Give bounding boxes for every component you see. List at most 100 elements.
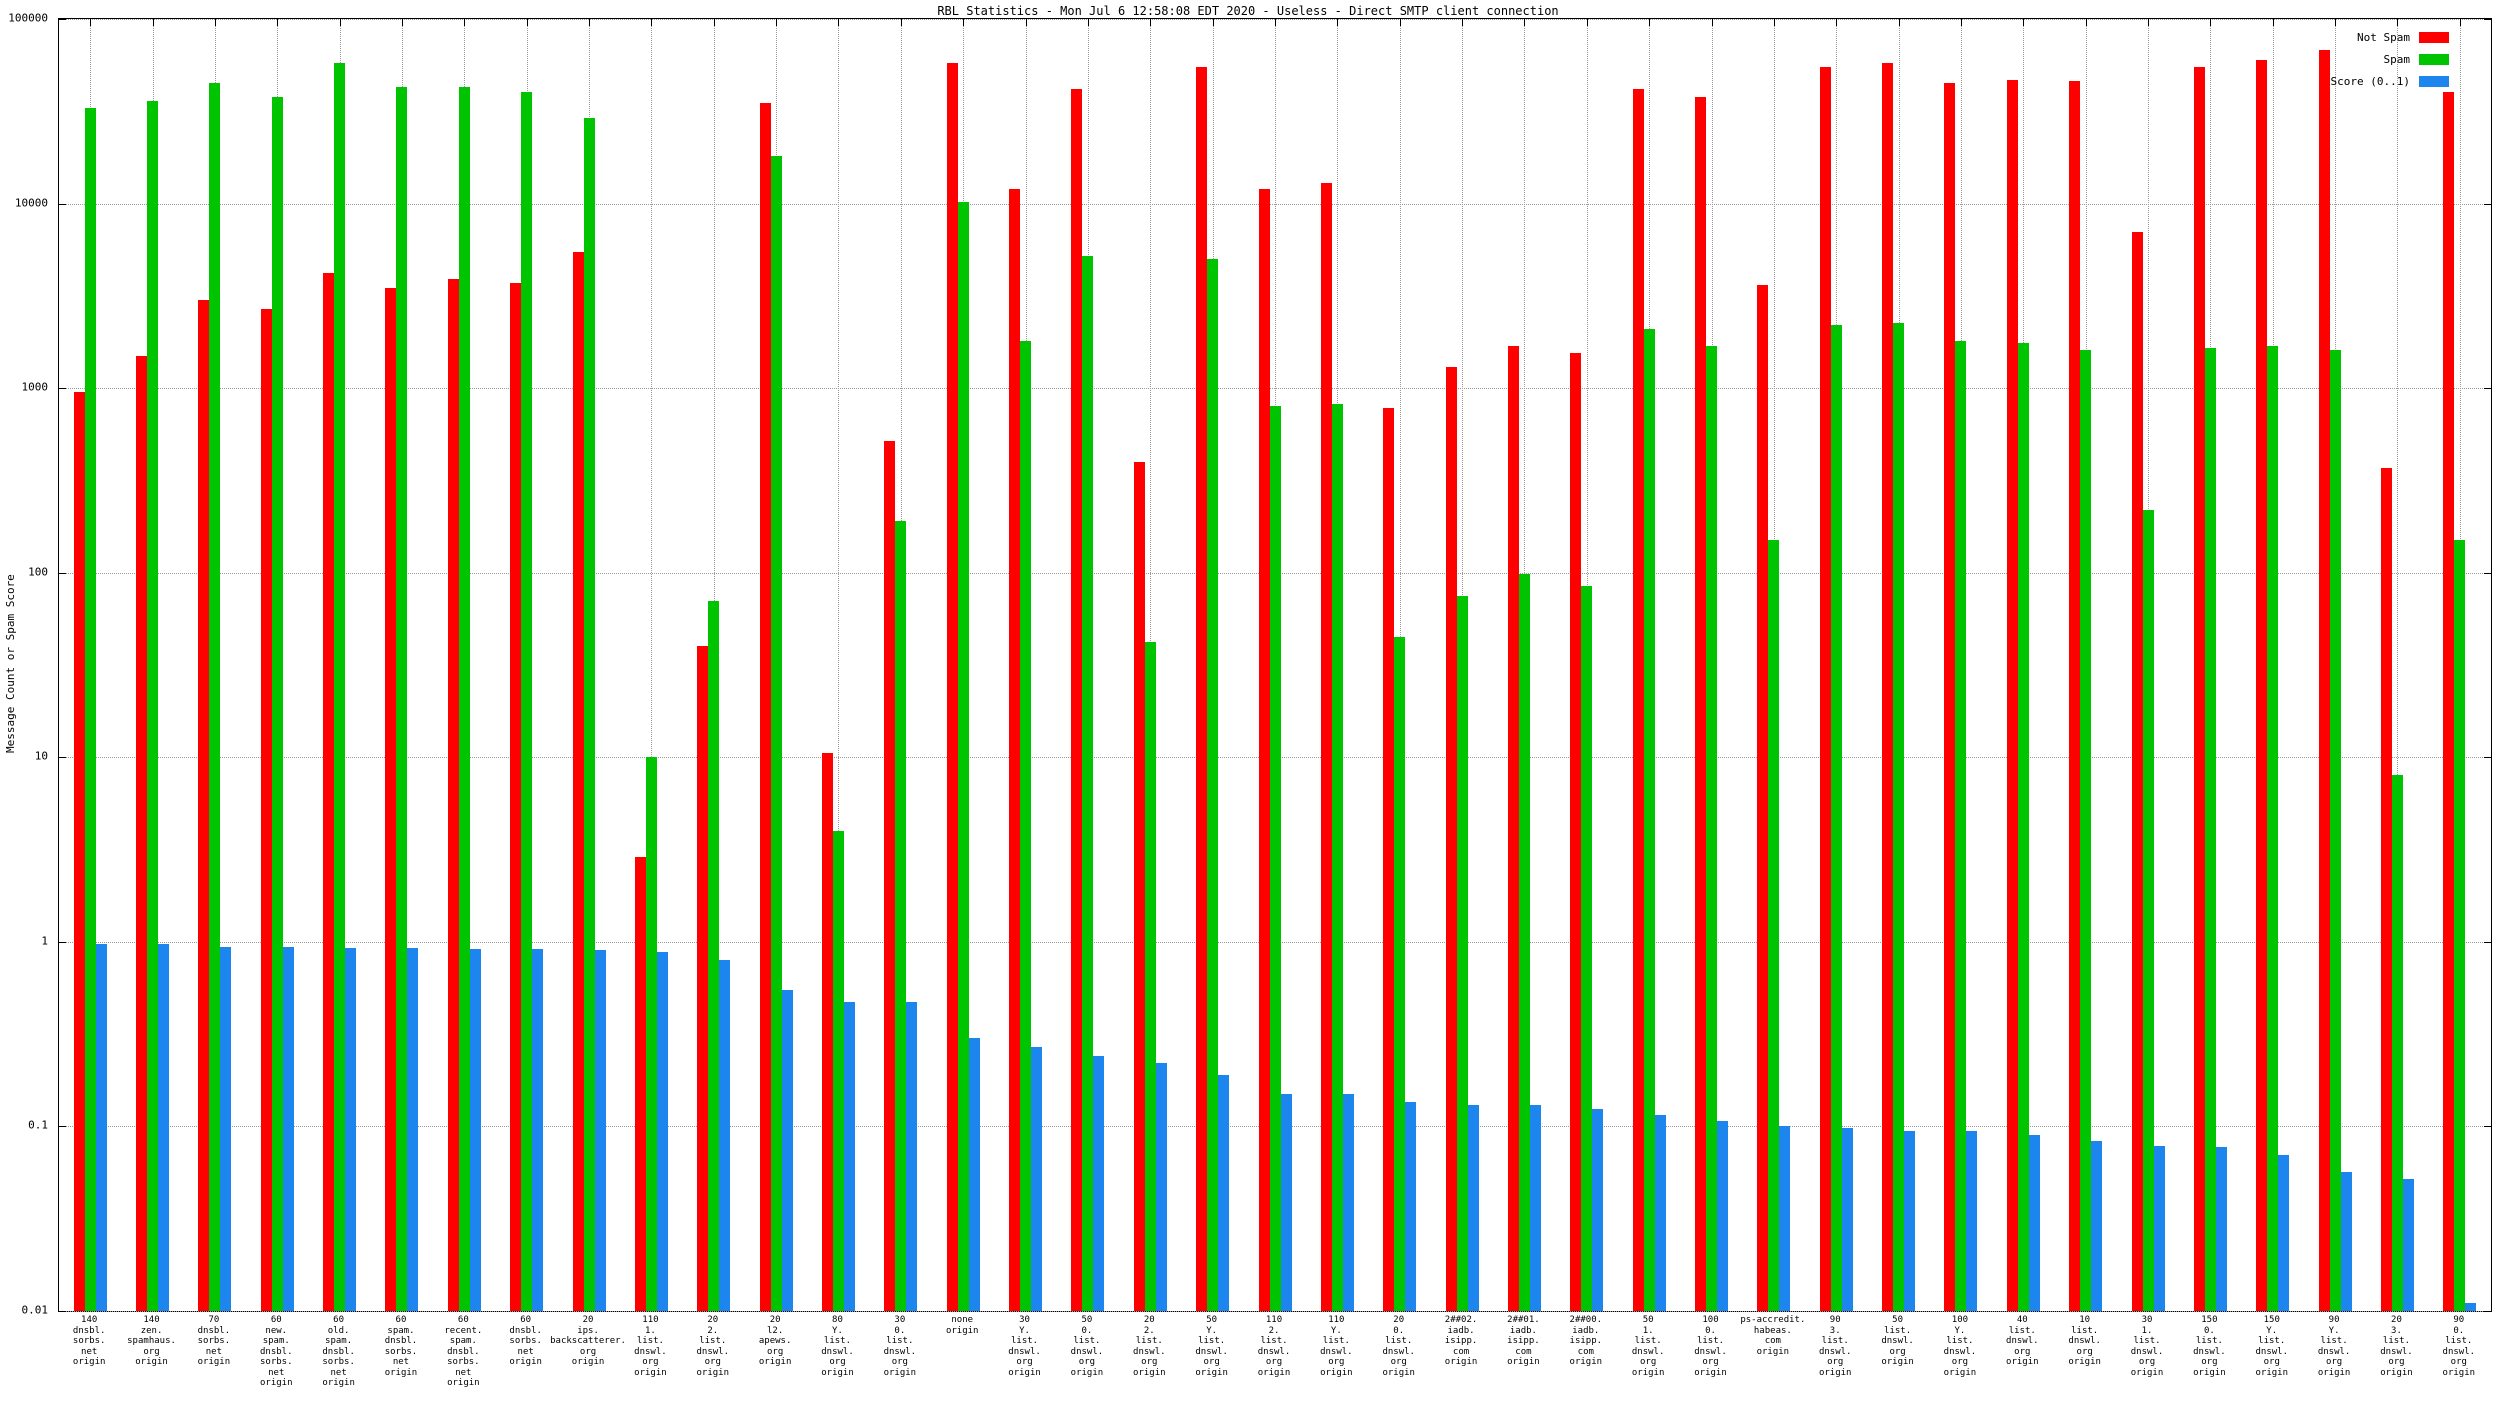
bar-score-0-1 (719, 959, 731, 1311)
x-category-label: 20 2. list. dnswl. org origin (1133, 1315, 1166, 1378)
bar-not-spam (2006, 79, 2018, 1311)
bar-spam (1518, 574, 1530, 1311)
x-tick-mark (1025, 19, 1027, 26)
bar-not-spam (1695, 96, 1706, 1311)
bar-spam (521, 92, 533, 1311)
y-tick-mark (2484, 757, 2491, 759)
y-tick-mark (59, 19, 66, 20)
bar-spam (2329, 350, 2341, 1311)
bar-not-spam (1009, 188, 1021, 1311)
bar-not-spam (1383, 408, 1395, 1311)
bar-spam (2454, 540, 2466, 1311)
v-gridline (838, 19, 840, 1311)
bar-not-spam (1570, 353, 1582, 1311)
bar-spam (1643, 328, 1655, 1311)
x-category-label: 110 1. list. dnswl. org origin (634, 1315, 667, 1378)
legend-swatch-spam (2419, 54, 2449, 65)
x-tick-mark (90, 19, 92, 26)
bar-spam (1830, 324, 1842, 1311)
bar-spam (708, 601, 720, 1311)
x-category-label: 80 Y. list. dnswl. org origin (821, 1315, 854, 1378)
bar-not-spam (697, 646, 709, 1311)
bar-score-0-1 (656, 952, 668, 1311)
bar-spam (147, 100, 159, 1311)
y-tick-mark (59, 1126, 66, 1128)
x-category-label: 110 2. list. dnswl. org origin (1257, 1315, 1291, 1378)
bar-score-0-1 (1592, 1108, 1604, 1311)
bar-score-0-1 (1717, 1121, 1728, 1311)
x-category-label: 2##01. iadb. isipp. com origin (1507, 1315, 1540, 1367)
bar-spam (1893, 323, 1905, 1311)
x-tick-mark (2272, 19, 2274, 26)
bar-not-spam (1320, 182, 1332, 1311)
bar-not-spam (260, 308, 272, 1311)
x-tick-mark (1649, 19, 1651, 26)
bar-not-spam (1819, 66, 1831, 1311)
x-tick-mark (900, 19, 902, 26)
x-tick-mark (1462, 19, 1464, 26)
x-tick-mark (1586, 19, 1588, 26)
bar-score-0-1 (1342, 1093, 1354, 1311)
x-tick-mark (1960, 19, 1962, 26)
bar-spam (832, 830, 844, 1311)
bar-not-spam (73, 392, 85, 1311)
y-tick-label: 0.01 (21, 1303, 49, 1317)
bar-not-spam (136, 355, 148, 1311)
bar-score-0-1 (781, 989, 793, 1311)
x-category-label: 20 0. list. dnswl. org origin (1382, 1315, 1415, 1378)
bar-score-0-1 (345, 947, 357, 1311)
x-tick-mark (1836, 19, 1838, 26)
x-axis-labels: 140 dnsbl. sorbs. net origin 140 zen. spa… (58, 1315, 2490, 1403)
bar-not-spam (1944, 83, 1956, 1311)
y-tick-mark (2484, 388, 2491, 390)
y-tick-label: 100000 (8, 11, 48, 25)
bar-score-0-1 (469, 948, 481, 1311)
y-tick-mark (2484, 203, 2491, 205)
bar-not-spam (1507, 345, 1519, 1311)
bar-score-0-1 (1779, 1126, 1791, 1311)
y-tick-mark (59, 203, 66, 205)
bar-spam (1331, 404, 1343, 1311)
x-tick-mark (1337, 19, 1339, 26)
x-tick-mark (963, 19, 965, 26)
x-category-label: 10 list. dnswl. org origin (2068, 1315, 2101, 1367)
y-tick-mark (2484, 1126, 2491, 1128)
x-category-label: 60 dnsbl. sorbs. net origin (509, 1315, 542, 1367)
v-gridline (651, 19, 653, 1311)
y-axis-tick-labels: 100000 10000 1000 100 10 1 0.1 0.01 (0, 12, 52, 1317)
x-tick-mark (651, 19, 653, 26)
bar-score-0-1 (532, 948, 544, 1311)
bar-not-spam (759, 103, 771, 1311)
y-tick-label: 10000 (14, 196, 48, 210)
legend-label: Not Spam (2357, 31, 2410, 44)
bar-score-0-1 (2091, 1141, 2103, 1311)
bar-spam (1269, 406, 1281, 1311)
bar-score-0-1 (220, 946, 232, 1311)
x-tick-mark (214, 19, 216, 26)
bar-score-0-1 (1155, 1063, 1167, 1311)
y-tick-label: 1000 (21, 380, 49, 394)
x-tick-mark (1150, 19, 1152, 26)
bar-spam (1581, 585, 1593, 1311)
bar-not-spam (323, 273, 335, 1311)
y-tick-mark (2484, 1311, 2491, 1312)
x-tick-mark (838, 19, 840, 26)
x-category-label: 20 ips. backscatterer. org origin (550, 1315, 626, 1367)
legend: Not Spam Spam Score (0..1) (2331, 31, 2449, 88)
legend-label: Score (0..1) (2330, 75, 2410, 88)
x-tick-mark (2210, 19, 2212, 26)
bar-score-0-1 (1218, 1074, 1230, 1311)
y-tick-label: 1 (41, 934, 48, 948)
x-tick-mark (2148, 19, 2150, 26)
bar-score-0-1 (2465, 1303, 2477, 1311)
x-tick-mark (1773, 19, 1775, 26)
bar-score-0-1 (1093, 1056, 1105, 1311)
x-category-label: 20 l2. apews. org origin (758, 1315, 792, 1367)
x-tick-mark (776, 19, 778, 26)
bar-score-0-1 (2153, 1146, 2165, 1311)
x-tick-mark (2335, 19, 2337, 26)
x-category-label: 140 dnsbl. sorbs. net origin (72, 1315, 106, 1367)
bar-score-0-1 (906, 1002, 918, 1311)
bar-score-0-1 (2340, 1171, 2352, 1311)
